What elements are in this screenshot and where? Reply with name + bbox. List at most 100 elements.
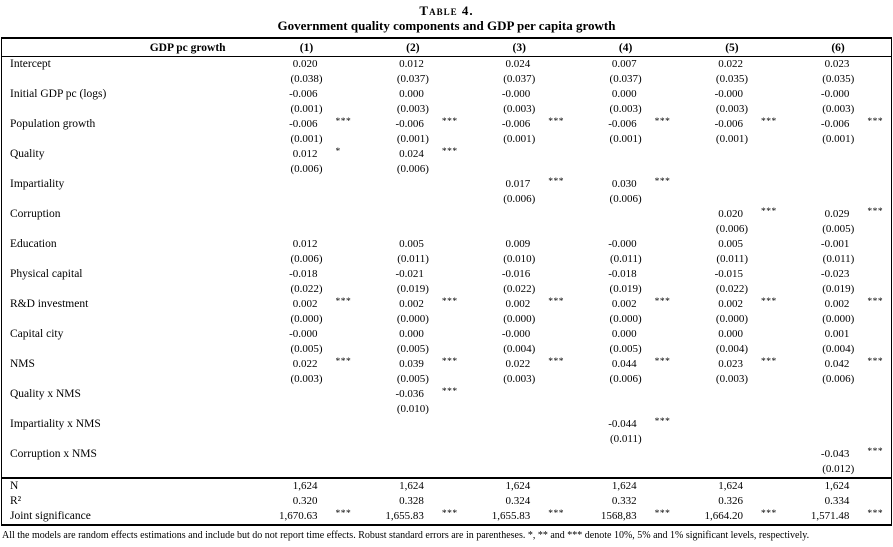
significance-stars-cell — [326, 327, 360, 342]
stars-spacer-cell — [857, 162, 891, 177]
coefficient-cell — [785, 147, 857, 162]
significance-stars-cell — [326, 387, 360, 402]
coefficient-cell — [360, 417, 432, 432]
coefficient-cell: 0.017 — [505, 178, 531, 190]
standard-error-cell: (0.000) — [715, 313, 748, 325]
row-label-spacer — [2, 222, 254, 237]
stars-spacer-cell — [326, 252, 360, 267]
stars-spacer-cell — [645, 132, 679, 147]
standard-error-cell — [253, 222, 325, 237]
stars-spacer-cell — [857, 252, 891, 267]
standard-error-row: (0.001) (0.001) (0.001) (0.001) (0.001) (0.00… — [2, 132, 892, 147]
coefficient-cell — [572, 447, 644, 462]
significance-stars-cell — [857, 57, 891, 73]
standard-error-cell: (0.001) — [715, 133, 748, 145]
coefficient-cell: 0.002 — [611, 298, 637, 310]
standard-error-cell: (0.006) — [822, 373, 855, 385]
variable-row: R&D investment 0.002 *** 0.002 *** 0.002 *** 0.… — [2, 297, 892, 312]
coefficient-cell: -0.018 — [608, 268, 637, 280]
standard-error-cell: (0.001) — [503, 133, 536, 145]
stars-spacer-cell — [857, 462, 891, 478]
standard-error-cell: (0.022) — [290, 283, 323, 295]
stars-spacer-cell — [432, 312, 466, 327]
variable-row: Initial GDP pc (logs) -0.006 0.000 -0.000 0.… — [2, 87, 892, 102]
standard-error-cell: (0.000) — [609, 313, 642, 325]
variable-row: NMS 0.022 *** 0.039 *** 0.022 *** 0.044 *** 0.023… — [2, 357, 892, 372]
standard-error-cell: (0.003) — [715, 373, 748, 385]
standard-error-cell: (0.006) — [290, 253, 323, 265]
statistic-label: N — [1, 477, 254, 494]
stars-spacer-cell — [432, 252, 466, 267]
coefficient-cell: 0.012 — [399, 58, 424, 70]
standard-error-cell: (0.003) — [503, 103, 536, 115]
standard-error-cell: (0.037) — [396, 73, 429, 85]
standard-error-cell: (0.004) — [715, 343, 748, 355]
stars-spacer-cell — [538, 402, 572, 417]
stars-spacer-cell — [857, 342, 891, 357]
standard-error-cell: (0.003) — [290, 373, 323, 385]
significance-stars-cell — [326, 447, 360, 462]
stars-spacer-cell — [751, 312, 785, 327]
coefficient-cell: -0.000 — [501, 328, 531, 340]
standard-error-cell — [785, 402, 857, 417]
standard-error-cell — [253, 402, 325, 417]
standard-error-row: (0.010) — [2, 402, 892, 417]
standard-error-row: (0.006) (0.006) — [2, 162, 892, 177]
row-label-spacer — [2, 312, 254, 327]
statistic-value-cell: 1,624 — [785, 477, 858, 494]
standard-error-cell: (0.019) — [609, 283, 642, 295]
variable-row: Corruption 0.020 *** 0.029 *** — [2, 207, 892, 222]
standard-error-cell: (0.011) — [397, 253, 429, 265]
table-number: Table 4. — [419, 3, 474, 18]
standard-error-cell — [466, 432, 538, 447]
standard-error-cell — [572, 462, 644, 478]
row-label: Capital city — [10, 328, 64, 340]
coefficient-cell: -0.043 — [820, 448, 850, 460]
stars-spacer-cell — [326, 432, 360, 447]
significance-stars-cell — [432, 327, 466, 342]
standard-error-cell — [466, 402, 538, 417]
standard-error-cell: (0.035) — [715, 73, 748, 85]
significance-stars-cell — [857, 177, 891, 192]
standard-error-row: (0.022) (0.019) (0.022) (0.019) (0.022) (0.01… — [2, 282, 892, 297]
stars-spacer-cell — [432, 402, 466, 417]
significance-stars-cell — [751, 267, 785, 282]
significance-stars-cell: *** — [654, 357, 671, 367]
standard-error-cell — [253, 462, 325, 478]
significance-stars-cell — [432, 57, 466, 73]
stars-spacer-cell — [432, 372, 466, 387]
stars-spacer-cell — [538, 72, 572, 87]
standard-error-cell: (0.011) — [716, 253, 748, 265]
statistic-value-cell: 1,655.83 — [385, 510, 424, 522]
coefficient-cell: -0.000 — [608, 238, 637, 250]
coefficient-cell: 0.002 — [824, 298, 850, 310]
significance-stars-cell — [857, 417, 891, 432]
coefficient-cell: 0.012 — [292, 148, 318, 160]
coefficient-cell: -0.023 — [820, 268, 850, 280]
standard-error-cell — [360, 192, 432, 207]
significance-stars-cell — [857, 387, 891, 402]
significance-stars-cell — [432, 237, 466, 252]
statistic-value-cell: 0.326 — [718, 495, 743, 507]
coefficient-cell — [360, 207, 432, 222]
regression-table: GDP pc growth (1) (2) (3) (4) (5) (6) Interce… — [1, 37, 892, 526]
stars-spacer-cell — [538, 132, 572, 147]
stars-spacer-cell — [751, 342, 785, 357]
row-label-spacer — [2, 402, 254, 417]
stars-spacer-cell — [645, 222, 679, 237]
standard-error-cell — [466, 222, 538, 237]
stars-spacer-cell — [538, 252, 572, 267]
standard-error-cell — [572, 222, 644, 237]
standard-error-cell — [360, 222, 432, 237]
significance-stars-cell: *** — [760, 357, 777, 367]
row-label: Quality — [10, 148, 45, 160]
statistic-value-cell: 1,670.63 — [279, 510, 318, 522]
standard-error-cell — [253, 192, 325, 207]
stars-spacer-cell — [857, 132, 891, 147]
standard-error-cell: (0.000) — [290, 313, 323, 325]
table-footnote: All the models are random effects estima… — [2, 530, 810, 541]
significance-stars-cell — [326, 417, 360, 432]
significance-stars-cell — [645, 87, 679, 102]
significance-stars-cell: *** — [548, 509, 565, 519]
variable-row: Population growth -0.006 *** -0.006 *** -0.00… — [2, 117, 892, 132]
